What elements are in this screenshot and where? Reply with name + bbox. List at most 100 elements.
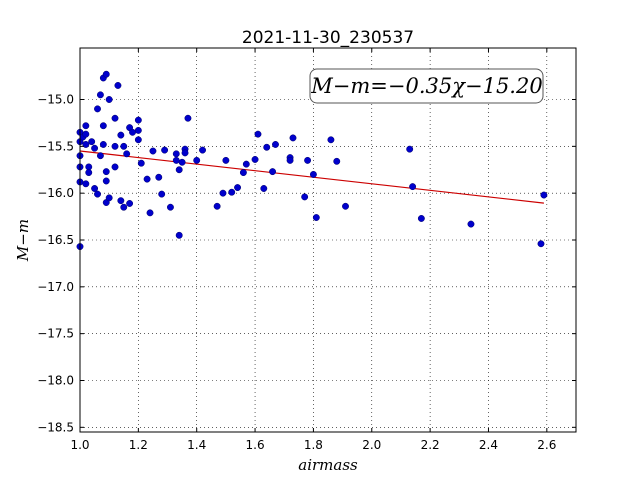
data-point	[178, 158, 186, 166]
data-point	[181, 149, 189, 157]
data-point	[409, 183, 417, 191]
data-point	[301, 193, 309, 201]
data-point	[222, 156, 230, 164]
data-point	[85, 169, 93, 177]
data-point	[102, 168, 110, 176]
data-point	[406, 145, 414, 153]
data-point	[134, 116, 142, 124]
x-tick-label: 1.6	[246, 438, 265, 452]
data-point	[254, 130, 262, 138]
data-point	[146, 209, 154, 217]
data-point	[117, 131, 125, 139]
chart-title: 2021-11-30_230537	[242, 28, 414, 48]
data-point	[272, 141, 279, 148]
data-point	[105, 194, 113, 202]
data-point	[172, 156, 180, 164]
data-point	[158, 190, 166, 198]
data-point	[134, 136, 142, 144]
data-point	[126, 200, 134, 207]
data-point	[161, 146, 169, 154]
data-point	[96, 91, 104, 99]
data-point	[91, 185, 99, 192]
x-tick-label: 2.6	[537, 438, 556, 452]
y-tick-label: −15.5	[37, 139, 74, 153]
y-tick-label: −17.0	[37, 280, 74, 294]
data-point	[99, 122, 107, 130]
data-point	[120, 203, 128, 211]
data-point	[269, 168, 277, 176]
data-point	[111, 163, 119, 171]
y-tick-label: −16.5	[37, 233, 74, 247]
data-point	[99, 141, 107, 148]
data-point	[155, 173, 163, 181]
data-point	[82, 180, 90, 188]
data-point	[309, 170, 317, 178]
data-point	[260, 185, 268, 192]
x-tick-label: 2.2	[421, 438, 440, 452]
data-point	[96, 152, 104, 160]
data-point	[82, 141, 90, 148]
x-tick-label: 2.4	[479, 438, 498, 452]
data-point	[134, 126, 142, 134]
data-point	[289, 134, 297, 142]
data-point	[219, 189, 227, 197]
fit-equation-box: M−m=−0.35χ−15.20	[309, 68, 544, 104]
data-point	[120, 142, 128, 150]
data-point	[123, 150, 131, 158]
data-point	[199, 146, 206, 154]
data-point	[175, 231, 183, 239]
data-point	[82, 122, 90, 130]
x-tick-label: 1.0	[70, 438, 89, 452]
data-point	[193, 156, 201, 164]
data-point	[143, 175, 151, 183]
data-point	[239, 169, 247, 177]
data-point	[251, 156, 259, 163]
x-tick-label: 2.0	[362, 438, 381, 452]
data-point	[417, 215, 425, 222]
x-tick-label: 1.2	[129, 438, 148, 452]
data-point	[175, 166, 183, 174]
data-point	[102, 177, 110, 185]
data-point	[172, 150, 180, 158]
data-point	[327, 136, 335, 144]
data-point	[213, 202, 221, 210]
data-point	[263, 143, 271, 151]
y-tick-label: −16.0	[37, 186, 74, 200]
data-point	[242, 160, 250, 168]
data-point	[149, 147, 157, 155]
data-point	[312, 214, 320, 221]
data-point	[105, 96, 113, 103]
data-point	[88, 138, 96, 146]
y-tick-label: −17.5	[37, 327, 74, 341]
data-point	[94, 190, 101, 198]
data-point	[117, 197, 125, 205]
data-point	[102, 70, 110, 78]
data-point	[166, 203, 174, 211]
data-point	[234, 184, 242, 192]
data-point	[91, 144, 99, 152]
data-point	[137, 159, 145, 167]
y-axis-label: M−m	[14, 219, 32, 262]
data-point	[304, 156, 312, 164]
data-point	[333, 157, 341, 165]
data-point	[129, 128, 136, 136]
data-point	[114, 82, 122, 89]
data-point	[94, 105, 101, 113]
data-point	[342, 202, 349, 210]
data-point	[111, 114, 119, 122]
data-point	[111, 142, 119, 150]
data-point	[467, 220, 475, 228]
data-point	[82, 130, 90, 138]
data-point	[286, 156, 294, 164]
y-tick-label: −15.0	[37, 93, 74, 107]
data-point	[537, 240, 545, 248]
data-point	[184, 114, 192, 122]
x-axis-label: airmass	[298, 456, 358, 474]
grid	[79, 48, 576, 432]
x-tick-label: 1.4	[187, 438, 206, 452]
data-point	[228, 188, 236, 196]
y-tick-label: −18.5	[37, 420, 74, 434]
y-tick-label: −18.0	[37, 373, 74, 387]
data-point	[540, 191, 548, 199]
